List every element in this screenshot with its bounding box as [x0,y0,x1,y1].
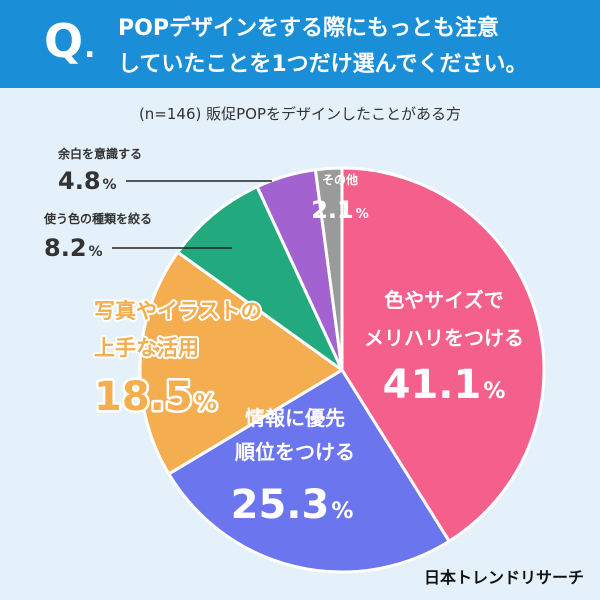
pie-slice-3 [138,250,344,476]
slice-1-label-line-2: メリハリをつける [364,326,524,350]
slice-1-value-label: 41.1% [383,362,506,408]
slice-4-value-label: 8.2% [44,234,103,262]
slice-2-label-line-1: 情報に優先 [245,406,345,430]
question-mark-q: Q [44,14,84,68]
slice-2-value-label: 25.3% [231,482,354,528]
slice-3-label-line-2: 上手な活用 [94,336,199,360]
slice-1-label-line-1: 色やサイズで [384,288,503,312]
question-text-line-2: していたことを1つだけ選んでください。 [118,52,528,77]
question-mark-dot: . [84,30,96,65]
question-text-line-1: POPデザインをする際にもっとも注意 [118,16,499,41]
slice-6-value-label: 2.1% [311,196,369,224]
brand-logo-text: 日本トレンドリサーチ [423,568,584,587]
slice-4-label-line-1: 使う色の種類を絞る [43,211,152,226]
slice-6-label-line-1: その他 [322,172,358,187]
pie-slice-6 [313,166,344,372]
pie-slice-4 [176,185,344,372]
pie-slice-2 [167,368,451,574]
sample-size-label: (n=146) 販促POPをデザインしたことがある方 [138,105,462,123]
slice-5-label-line-1: 余白を意識する [57,146,142,161]
slice-3-label-line-1: 写真やイラストの [94,299,262,323]
question-header: Q . POPデザインをする際にもっとも注意 していたことを1つだけ選んでくださ… [0,0,600,88]
slice-2-label-line-2: 順位をつける [235,440,355,464]
slice-3-value-label: 18.5% [94,374,217,420]
slice-5-value-label: 4.8% [58,167,117,195]
